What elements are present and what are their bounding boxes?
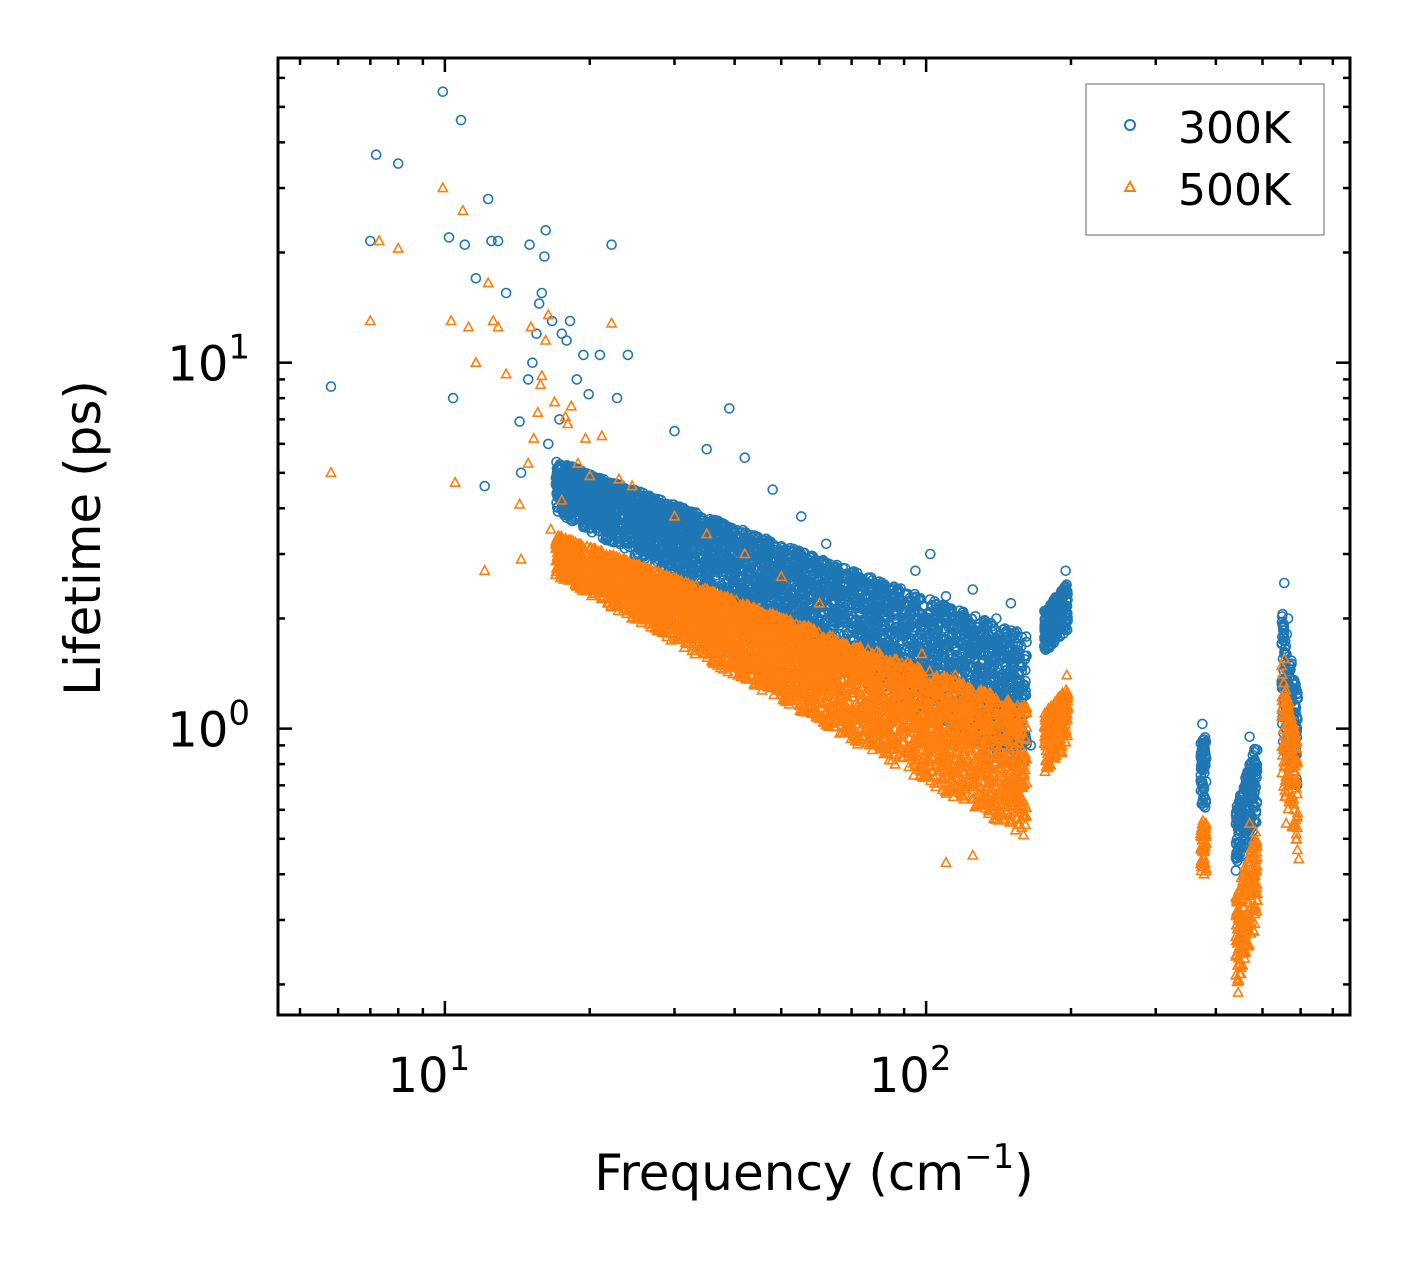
- data-points-layer: [325, 86, 1305, 997]
